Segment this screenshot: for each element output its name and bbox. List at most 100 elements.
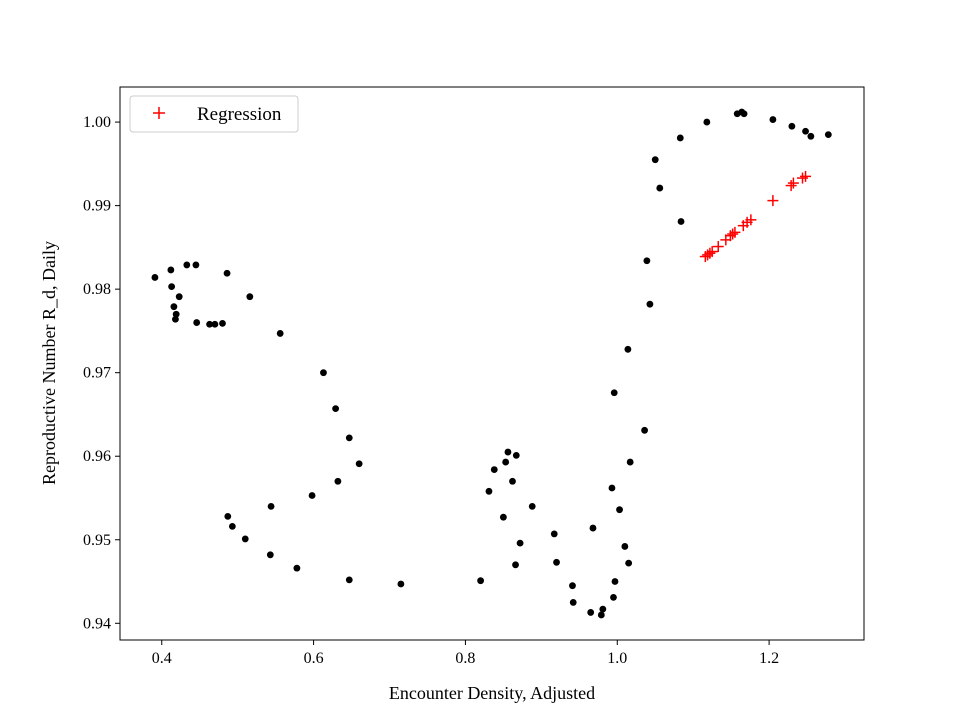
data-point: [569, 599, 577, 606]
data-point: [170, 303, 178, 311]
data-point: [223, 269, 231, 277]
data-point: [621, 543, 629, 550]
y-axis-label: Reproductive Number R_d, Daily: [39, 241, 59, 485]
y-tick-label: 0.96: [83, 448, 111, 465]
data-point: [616, 506, 623, 514]
data-point: [293, 564, 301, 572]
data-point: [193, 319, 201, 326]
data-point: [802, 127, 809, 135]
x-axis-label: Encounter Density, Adjusted: [389, 683, 595, 703]
y-tick-label: 0.95: [83, 532, 111, 549]
data-point: [490, 466, 498, 473]
data-point: [824, 131, 832, 139]
data-point: [246, 293, 254, 301]
data-point: [172, 315, 179, 323]
data-point: [512, 561, 519, 569]
data-point: [504, 448, 512, 456]
data-point: [516, 539, 524, 547]
data-point: [397, 580, 405, 588]
x-tick-label: 0.8: [455, 650, 475, 667]
regression-point: [785, 180, 797, 192]
plot-points: [151, 108, 832, 619]
data-point: [599, 605, 607, 613]
data-point: [502, 458, 510, 466]
data-point: [651, 156, 659, 164]
legend-box: [129, 95, 299, 133]
regression-point: [712, 241, 724, 253]
data-point: [569, 582, 576, 590]
data-point: [332, 405, 340, 413]
data-point: [345, 434, 353, 442]
data-point: [676, 134, 684, 142]
y-tick-label: 1.00: [83, 114, 111, 131]
data-point: [219, 320, 226, 327]
data-point: [677, 218, 685, 225]
data-point: [643, 257, 651, 265]
data-point: [183, 261, 191, 269]
data-point: [509, 477, 516, 485]
data-point: [355, 460, 363, 468]
regression-point: [704, 247, 716, 259]
y-tick-label: 0.98: [83, 281, 111, 298]
data-point: [276, 330, 284, 337]
regression-point: [767, 195, 779, 207]
data-point: [589, 524, 597, 532]
x-axis: 0.4 0.6 0.8 1.0 1.2: [152, 640, 779, 667]
legend-label-regression: Regression: [197, 104, 282, 125]
data-point: [512, 451, 520, 459]
regression-point: [706, 246, 718, 258]
x-tick-label: 0.4: [152, 650, 172, 667]
data-point: [788, 122, 796, 130]
legend: Regression: [129, 95, 299, 133]
data-point: [610, 593, 617, 601]
data-point: [224, 512, 232, 520]
data-point: [587, 609, 595, 616]
data-point: [769, 116, 777, 123]
data-point: [703, 118, 711, 126]
y-tick-label: 0.94: [83, 615, 111, 632]
x-tick-label: 1.2: [759, 650, 779, 667]
data-point: [168, 283, 176, 291]
data-point: [807, 132, 815, 140]
data-point: [740, 110, 748, 118]
data-point: [175, 293, 183, 301]
data-point: [211, 320, 219, 328]
regression-point: [797, 172, 809, 184]
x-tick-label: 1.0: [607, 650, 627, 667]
data-point: [167, 266, 175, 274]
regression-point: [787, 177, 799, 189]
data-point: [345, 576, 353, 584]
legend-marker: [153, 107, 165, 119]
data-point: [608, 484, 616, 492]
data-point: [646, 300, 654, 308]
data-point: [641, 426, 648, 434]
y-tick-label: 0.99: [83, 198, 111, 215]
x-tick-label: 0.6: [304, 650, 324, 667]
data-point: [499, 513, 507, 521]
y-tick-label: 0.97: [83, 365, 111, 382]
data-point: [610, 389, 618, 397]
data-point: [334, 477, 342, 485]
data-point: [597, 611, 605, 619]
data-point: [320, 369, 327, 377]
regression-point: [800, 170, 812, 182]
data-point: [206, 320, 213, 328]
regression-point: [727, 228, 739, 240]
data-point: [624, 345, 632, 353]
data-point: [308, 492, 316, 499]
data-point: [151, 274, 159, 281]
plot-frame: [119, 86, 865, 641]
data-point: [611, 578, 619, 585]
data-point: [528, 502, 536, 510]
data-point: [625, 559, 633, 567]
data-point: [550, 530, 558, 538]
data-point: [485, 487, 493, 495]
data-point: [172, 310, 180, 318]
data-point: [553, 558, 560, 566]
data-point: [266, 551, 274, 559]
data-point: [626, 458, 634, 466]
data-point: [228, 522, 236, 530]
data-point: [267, 502, 275, 510]
regression-point: [729, 226, 741, 238]
